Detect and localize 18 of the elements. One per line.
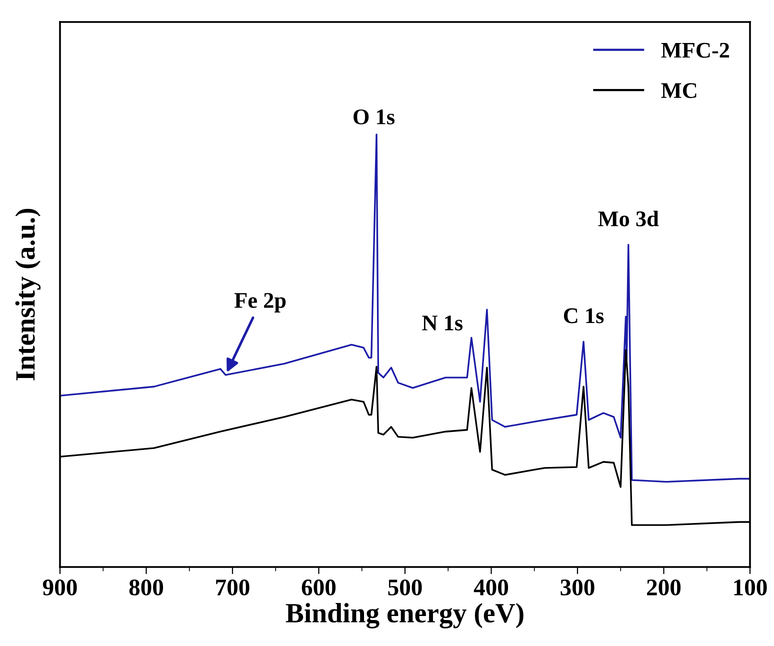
annotation: Fe 2p [234, 293, 286, 312]
x-axis-title: Binding energy (eV) [286, 602, 524, 628]
annotation: C 1s [564, 308, 604, 324]
annotation: O 1s [354, 109, 395, 124]
x-tick-label: 700 [216, 579, 250, 596]
x-tick-label: 900 [42, 579, 77, 596]
x-tick-label: 200 [647, 579, 681, 596]
annotation: N 1s [422, 316, 463, 330]
x-tick-label: 400 [474, 579, 508, 596]
legend-label: MFC-2 [661, 42, 730, 58]
x-tick-label: 600 [302, 579, 336, 596]
annotation: Mo 3d [598, 210, 659, 226]
x-tick-label: 800 [129, 579, 164, 596]
x-tick-label: 500 [388, 579, 422, 596]
x-tick-label: 100 [734, 579, 767, 596]
x-tick-label: 300 [560, 579, 594, 596]
legend-label: MC [661, 83, 696, 98]
y-axis-title: Intensity (a.u.) [15, 208, 41, 380]
